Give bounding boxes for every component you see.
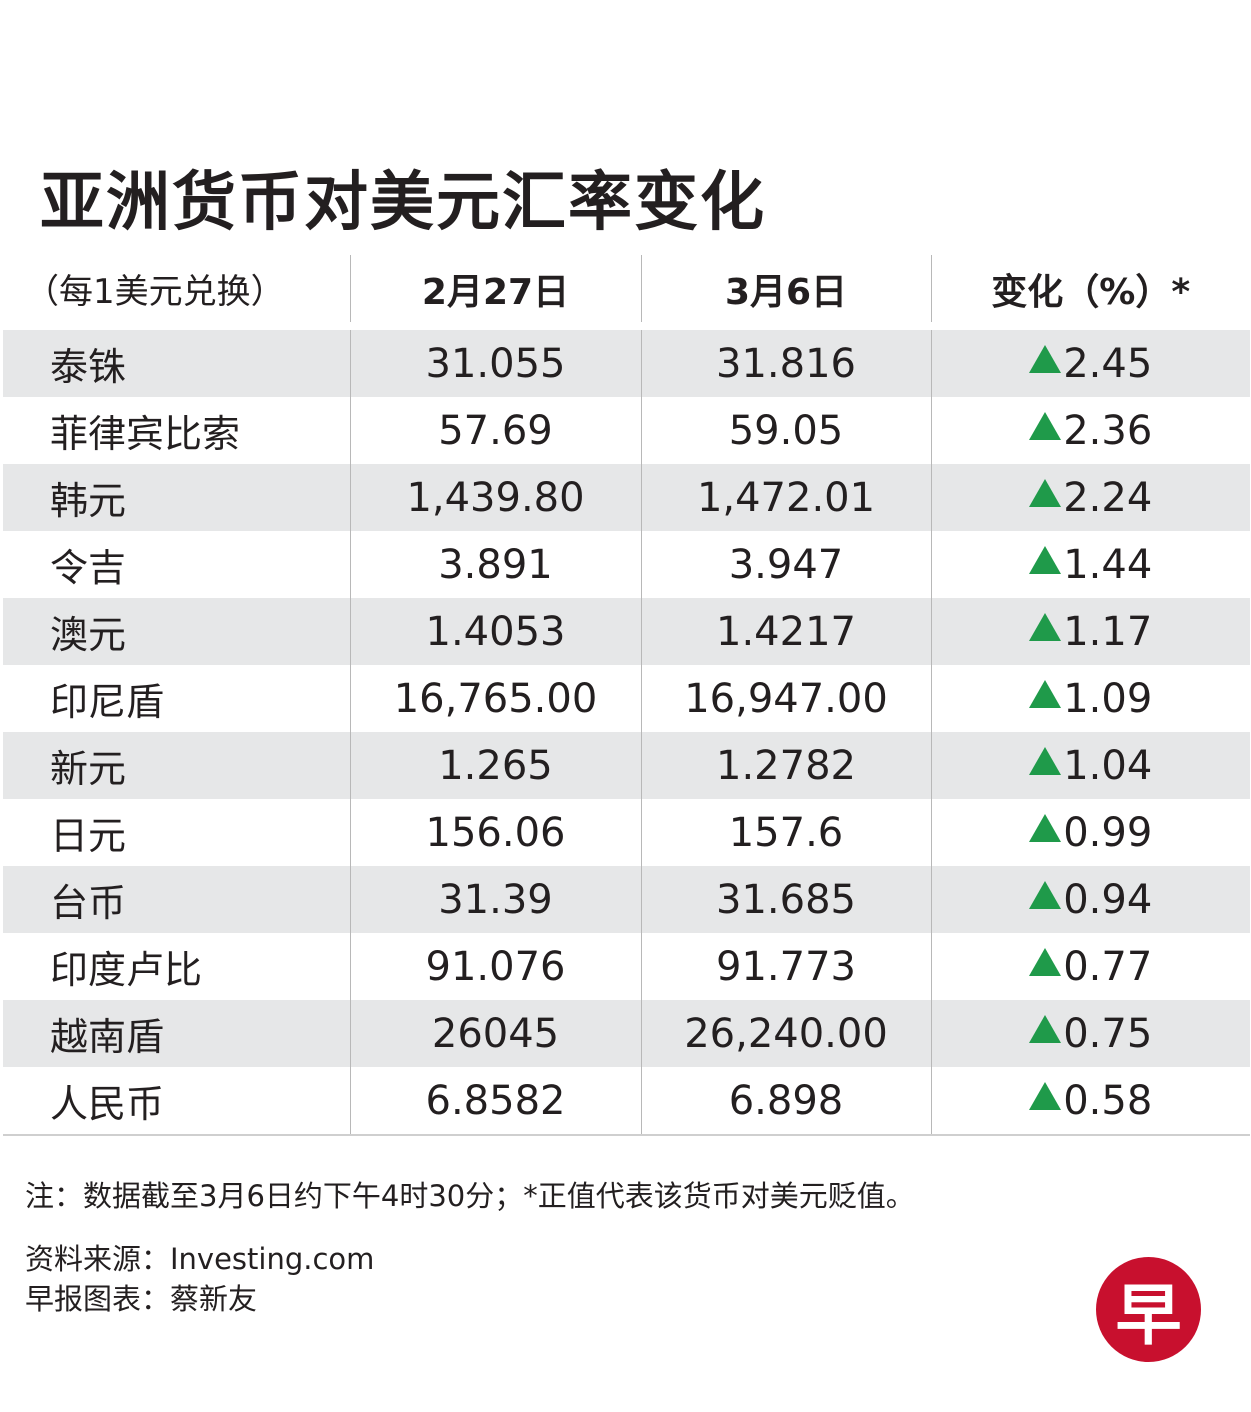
change-percent: 1.17 [930, 598, 1250, 665]
table-body: 泰铢 31.055 31.816 2.45 菲律宾比索 57.69 59.05 2.36 韩元 1… [3, 322, 1250, 1136]
change-percent: 1.09 [930, 665, 1250, 732]
change-value: 0.94 [1063, 876, 1153, 923]
change-percent: 2.45 [930, 322, 1250, 397]
up-triangle-icon [1029, 344, 1062, 373]
rate-mar6: 1.4217 [640, 598, 931, 665]
change-percent: 0.94 [930, 866, 1250, 933]
rate-mar6: 157.6 [640, 799, 931, 866]
currency-name: 越南盾 [3, 1000, 350, 1067]
rate-mar6: 31.685 [640, 866, 931, 933]
change-value: 0.99 [1063, 809, 1153, 856]
currency-name: 新元 [3, 732, 350, 799]
table-row: 日元 156.06 157.6 0.99 [3, 799, 1250, 866]
rate-mar6: 59.05 [640, 397, 931, 464]
rate-feb27: 91.076 [349, 933, 641, 1000]
table-header-row: （每1美元兑换） 2月27日 3月6日 变化（%）* [3, 255, 1250, 327]
table-row: 台币 31.39 31.685 0.94 [3, 866, 1250, 933]
column-header-currency: （每1美元兑换） [3, 255, 350, 327]
change-value: 1.09 [1063, 675, 1153, 722]
change-percent: 2.24 [930, 464, 1250, 531]
currency-name: 澳元 [3, 598, 350, 665]
page-title: 亚洲货币对美元汇率变化 [40, 166, 766, 240]
rate-mar6: 3.947 [640, 531, 931, 598]
currency-name: 日元 [50, 814, 127, 858]
change-value: 1.44 [1063, 541, 1153, 588]
rate-feb27: 57.69 [349, 397, 641, 464]
rate-feb27: 31.055 [349, 322, 641, 397]
rate-feb27: 26045 [349, 1000, 641, 1067]
change-value: 1.04 [1063, 742, 1153, 789]
rate-mar6: 16,947.00 [640, 665, 931, 732]
table-row: 泰铢 31.055 31.816 2.45 [3, 322, 1250, 397]
column-header-change: 变化（%）* [930, 255, 1250, 327]
table-row: 令吉 3.891 3.947 1.44 [3, 531, 1250, 598]
currency-name: 台币 [3, 866, 350, 933]
table-row: 澳元 1.4053 1.4217 1.17 [3, 598, 1250, 665]
rate-feb27: 16,765.00 [349, 665, 641, 732]
change-percent: 0.58 [930, 1067, 1250, 1136]
up-triangle-icon [1029, 478, 1062, 507]
up-triangle-icon [1029, 679, 1062, 708]
currency-name: 菲律宾比索 [50, 412, 241, 456]
change-percent: 2.36 [930, 397, 1250, 464]
rate-mar6: 31.816 [640, 322, 931, 397]
table-row: 新元 1.265 1.2782 1.04 [3, 732, 1250, 799]
table-row: 越南盾 26045 26,240.00 0.75 [3, 1000, 1250, 1067]
currency-name: 韩元 [3, 464, 350, 531]
change-percent: 0.99 [930, 799, 1250, 866]
rate-feb27: 1.4053 [349, 598, 641, 665]
up-triangle-icon [1029, 1081, 1062, 1110]
change-percent: 0.77 [930, 933, 1250, 1000]
up-triangle-icon [1029, 746, 1062, 775]
zaobao-logo: 早 [1096, 1257, 1201, 1362]
exchange-rate-table: （每1美元兑换） 2月27日 3月6日 变化（%）* 泰铢 31.055 31.81… [3, 255, 1250, 1136]
rate-mar6: 26,240.00 [640, 1000, 931, 1067]
change-value: 0.77 [1063, 943, 1153, 990]
up-triangle-icon [1029, 612, 1062, 641]
currency-name: 泰铢 [3, 322, 350, 397]
table-row: 印度卢比 91.076 91.773 0.77 [3, 933, 1250, 1000]
rate-feb27: 3.891 [349, 531, 641, 598]
currency-name: 印度卢比 [50, 948, 203, 992]
change-value: 2.45 [1063, 340, 1153, 387]
column-header-feb27: 2月27日 [349, 255, 641, 327]
up-triangle-icon [1029, 1014, 1062, 1043]
rate-mar6: 1.2782 [640, 732, 931, 799]
column-header-mar6: 3月6日 [640, 255, 931, 327]
up-triangle-icon [1029, 880, 1062, 909]
table-row: 菲律宾比索 57.69 59.05 2.36 [3, 397, 1250, 464]
currency-name: 印尼盾 [50, 680, 165, 724]
up-triangle-icon [1029, 545, 1062, 574]
up-triangle-icon [1029, 947, 1062, 976]
rate-mar6: 91.773 [640, 933, 931, 1000]
change-value: 0.58 [1063, 1077, 1153, 1124]
change-value: 2.36 [1063, 407, 1153, 454]
up-triangle-icon [1029, 411, 1062, 440]
change-value: 2.24 [1063, 474, 1153, 521]
rate-feb27: 6.8582 [349, 1067, 641, 1136]
up-triangle-icon [1029, 813, 1062, 842]
rate-mar6: 6.898 [640, 1067, 931, 1136]
change-percent: 0.75 [930, 1000, 1250, 1067]
currency-name: 令吉 [50, 546, 127, 590]
credits: 资料来源：Investing.com 早报图表：蔡新友 [25, 1239, 374, 1319]
table-row: 人民币 6.8582 6.898 0.58 [3, 1067, 1250, 1136]
rate-feb27: 156.06 [349, 799, 641, 866]
rate-mar6: 1,472.01 [640, 464, 931, 531]
currency-name: 人民币 [3, 1067, 350, 1136]
change-value: 1.17 [1063, 608, 1153, 655]
rate-feb27: 1.265 [349, 732, 641, 799]
graphic-credit: 早报图表：蔡新友 [25, 1282, 258, 1316]
table-row: 印尼盾 16,765.00 16,947.00 1.09 [3, 665, 1250, 732]
footnote: 注：数据截至3月6日约下午4时30分；*正值代表该货币对美元贬值。 [25, 1179, 915, 1213]
table-row: 韩元 1,439.80 1,472.01 2.24 [3, 464, 1250, 531]
rate-feb27: 31.39 [349, 866, 641, 933]
change-percent: 1.44 [930, 531, 1250, 598]
source-credit: 资料来源：Investing.com [25, 1242, 375, 1276]
rate-feb27: 1,439.80 [349, 464, 641, 531]
change-percent: 1.04 [930, 732, 1250, 799]
change-value: 0.75 [1063, 1010, 1153, 1057]
